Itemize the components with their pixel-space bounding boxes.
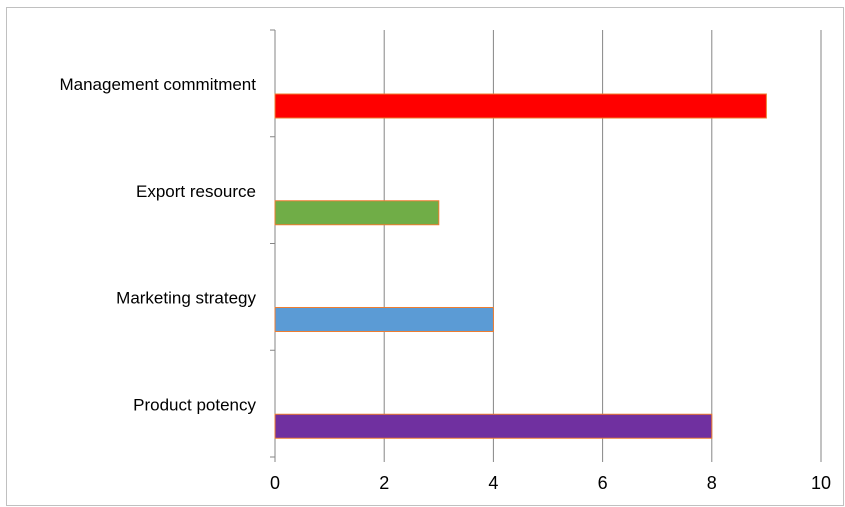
x-tick-label: 6: [598, 473, 608, 493]
category-label: Marketing strategy: [116, 289, 256, 308]
category-label: Product potency: [133, 395, 256, 414]
category-label: Export resource: [136, 182, 256, 201]
x-tick-label: 8: [707, 473, 717, 493]
bar-export-resource: [274, 200, 440, 226]
bars: [274, 93, 767, 439]
bar-management-commitment: [274, 93, 767, 119]
category-labels: Management commitment Export resource Mark…: [59, 75, 256, 414]
x-tick-label: 0: [270, 473, 280, 493]
x-tick-label: 4: [488, 473, 498, 493]
category-label: Management commitment: [59, 75, 256, 94]
x-tick-label: 2: [379, 473, 389, 493]
x-tick-labels: 0 2 4 6 8 10: [270, 473, 831, 493]
bar-product-potency: [274, 413, 713, 439]
x-tick-label: 10: [811, 473, 831, 493]
bar-marketing-strategy: [274, 307, 494, 332]
